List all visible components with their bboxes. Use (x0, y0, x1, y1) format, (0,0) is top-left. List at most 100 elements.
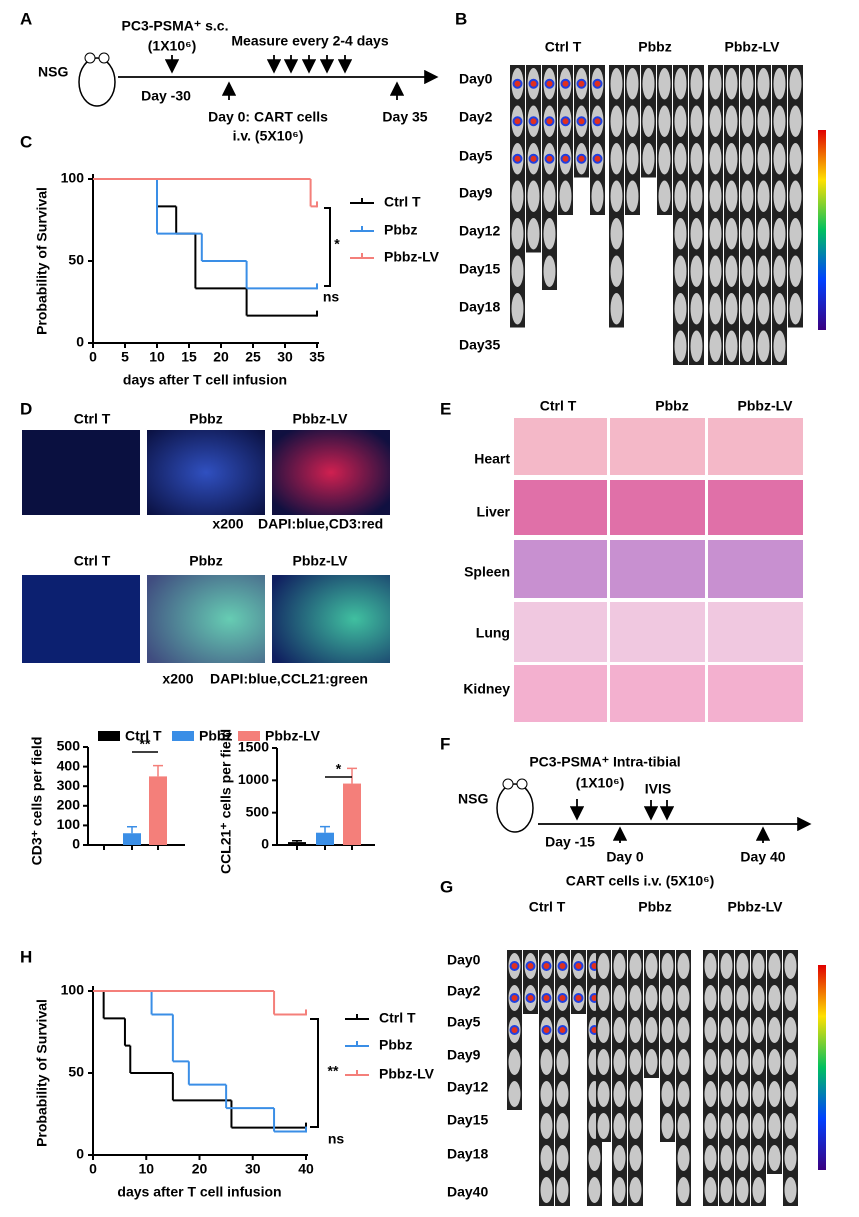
inoculation-label: PC3-PSMA⁺ Intra-tibial (529, 754, 680, 770)
histology-image (708, 602, 803, 662)
imaging-label: IVIS (645, 781, 671, 797)
mouse-image (784, 1177, 797, 1203)
histology-image (514, 540, 607, 598)
x-tick-label: 0 (89, 1161, 97, 1177)
mouse-image (629, 1017, 642, 1043)
mouse-image (610, 180, 623, 212)
mouse-image (752, 953, 765, 979)
legend-label: Pbbz-LV (384, 249, 440, 265)
mouse-image (677, 985, 690, 1011)
mouse-icon (496, 778, 534, 833)
group-label: Pbbz-LV (738, 398, 794, 414)
mouse-image (661, 1017, 674, 1043)
image-column (772, 65, 787, 365)
mouse-image (540, 1145, 553, 1171)
day-label: Day0 (447, 952, 481, 968)
image-column (689, 65, 704, 365)
error-bar (292, 840, 302, 843)
mouse-image (642, 143, 655, 175)
legend-swatch (98, 731, 120, 741)
mouse-image (741, 255, 754, 287)
bar (149, 776, 167, 845)
mouse-image (540, 1113, 553, 1139)
bar (288, 842, 306, 845)
y-tick-label: 400 (57, 757, 81, 773)
mouse-image (613, 1113, 626, 1139)
mouse-image (597, 985, 610, 1011)
x-axis-label: days after T cell infusion (117, 1184, 281, 1200)
signal (528, 78, 539, 89)
mouse-image (736, 1049, 749, 1075)
mouse-image (720, 1017, 733, 1043)
organ-label: Liver (477, 504, 511, 520)
legend-label: Ctrl T (125, 728, 162, 744)
mouse-image (613, 1017, 626, 1043)
image-column (657, 65, 672, 215)
legend-label: Pbbz (379, 1037, 412, 1053)
y-tick-label: 50 (68, 252, 84, 268)
mouse-image (658, 68, 671, 100)
mouse-image (677, 1177, 690, 1203)
dose-label: (1X10⁶) (148, 38, 196, 54)
day-label: Day12 (459, 223, 500, 239)
image-column (703, 950, 718, 1206)
axis (92, 174, 319, 344)
mouse-image (784, 1017, 797, 1043)
arrows (569, 799, 771, 843)
error-bar (127, 826, 137, 834)
mouse-image (725, 330, 738, 362)
mouse-image (629, 1113, 642, 1139)
histology-image (514, 480, 607, 535)
mouse-image (591, 180, 604, 212)
mouse-image (674, 68, 687, 100)
mouse-image (629, 1145, 642, 1171)
group-label: Pbbz (189, 553, 222, 569)
signal (512, 116, 523, 127)
mouse-image (741, 218, 754, 250)
signal (557, 961, 568, 971)
image-column (625, 65, 640, 215)
mouse-image (511, 293, 524, 325)
group-label: Ctrl T (74, 553, 111, 569)
mouse-image (613, 1049, 626, 1075)
mouse-image (597, 1113, 610, 1139)
mouse-image (752, 985, 765, 1011)
mouse-image (610, 255, 623, 287)
y-tick-label: 100 (61, 982, 85, 998)
signal (541, 1025, 552, 1035)
mouse-image (704, 985, 717, 1011)
mouse-image (768, 1081, 781, 1107)
mouse-image (773, 68, 786, 100)
mouse-image (613, 1177, 626, 1203)
mouse-image (736, 1081, 749, 1107)
mouse-icon (78, 52, 116, 107)
mouse-image (768, 985, 781, 1011)
signal (573, 993, 584, 1003)
mouse-image (709, 68, 722, 100)
mouse-image (658, 180, 671, 212)
image-column (673, 65, 688, 365)
mouse-image (690, 218, 703, 250)
histology-image (514, 602, 607, 662)
arrows (221, 55, 405, 100)
organ-label: Spleen (464, 564, 510, 580)
mouse-image (508, 1081, 521, 1107)
mouse-image (540, 1081, 553, 1107)
y-tick-label: 500 (57, 738, 81, 754)
y-tick-label: 0 (76, 334, 84, 350)
mouse-image (725, 218, 738, 250)
mouse-image (677, 1049, 690, 1075)
end-label: Day 40 (740, 849, 785, 865)
mouse-image (610, 105, 623, 137)
group-label: Pbbz-LV (728, 899, 784, 915)
mouse-image (690, 180, 703, 212)
mouse-image (784, 1145, 797, 1171)
mouse-image (757, 218, 770, 250)
mouse-image (629, 953, 642, 979)
signal (576, 78, 587, 89)
mouse-image (709, 218, 722, 250)
legend-label: Ctrl T (384, 194, 421, 210)
caption: x200 (212, 516, 243, 532)
mouse-image (736, 1017, 749, 1043)
mouse-image (741, 330, 754, 362)
